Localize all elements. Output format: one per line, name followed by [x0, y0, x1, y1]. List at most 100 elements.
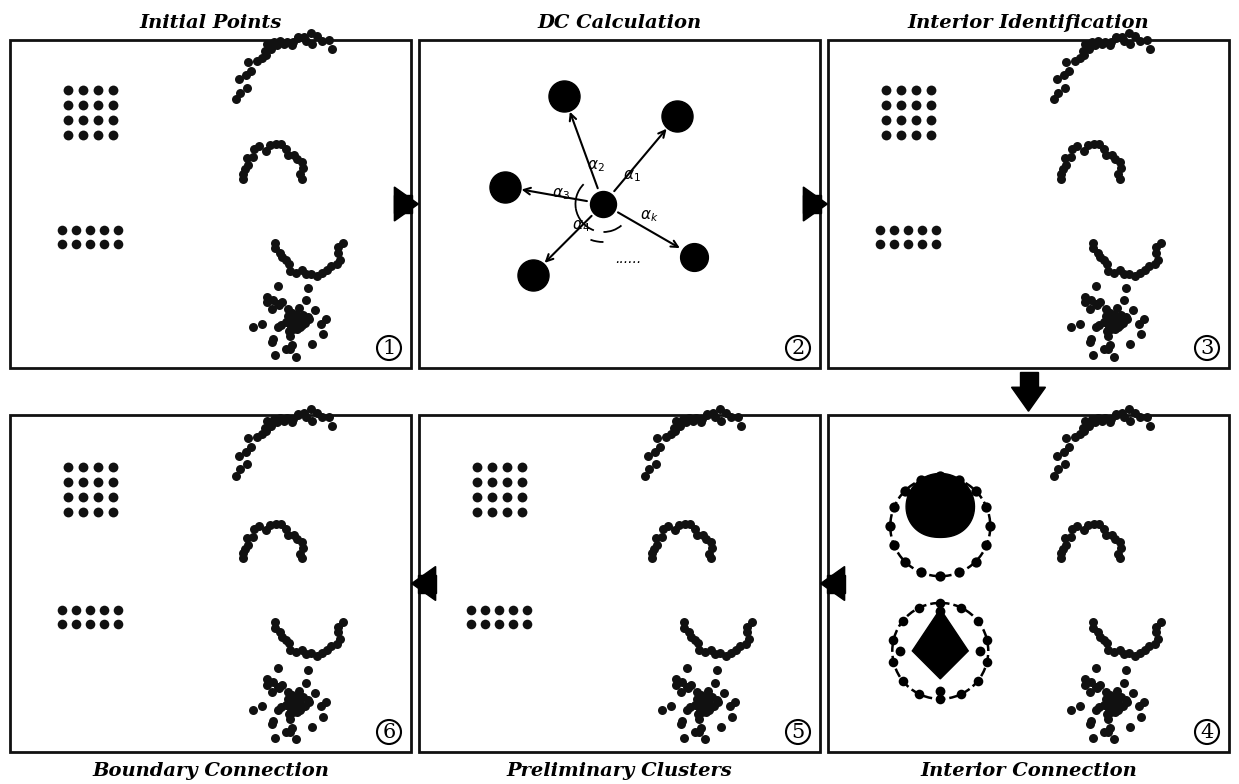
Point	[280, 264, 300, 277]
Point	[1100, 412, 1120, 425]
Point	[1097, 315, 1116, 328]
Point	[679, 681, 699, 694]
Point	[237, 532, 256, 544]
Point	[679, 626, 699, 638]
Point	[701, 552, 721, 564]
Point	[238, 56, 258, 68]
Point	[691, 412, 711, 425]
Point	[289, 31, 309, 43]
Point	[1098, 325, 1118, 338]
Point	[292, 542, 312, 554]
Point	[700, 547, 720, 560]
Point	[1098, 264, 1118, 277]
Point	[235, 163, 255, 176]
Point	[302, 720, 322, 733]
Point	[705, 648, 725, 660]
Point	[1108, 311, 1127, 324]
Point	[1094, 726, 1114, 739]
Point	[1116, 694, 1136, 706]
Point	[1054, 69, 1074, 82]
Point	[264, 36, 284, 49]
Point	[1093, 414, 1113, 426]
Text: 6: 6	[383, 723, 395, 742]
Point	[1104, 350, 1124, 363]
Point	[1099, 705, 1119, 717]
Point	[265, 349, 285, 361]
Point	[711, 415, 731, 427]
Point	[291, 547, 311, 560]
Point	[1116, 695, 1136, 708]
Point	[253, 318, 273, 330]
Point	[1104, 733, 1124, 746]
Point	[1151, 616, 1171, 629]
Point	[674, 622, 694, 634]
Point	[274, 414, 294, 426]
Point	[1099, 322, 1119, 335]
Point	[885, 501, 904, 514]
Point	[67, 238, 87, 250]
Point	[268, 704, 287, 717]
Point	[1048, 86, 1068, 99]
Point	[696, 705, 716, 717]
Point	[1101, 706, 1121, 718]
Point	[1059, 64, 1079, 77]
Point	[1099, 696, 1119, 709]
Point	[653, 523, 673, 535]
Point	[103, 460, 123, 473]
Point	[710, 403, 730, 416]
Point	[1053, 543, 1073, 555]
Point	[260, 419, 280, 432]
Point	[691, 721, 711, 734]
Point	[1098, 644, 1118, 657]
Point	[672, 676, 691, 688]
Point	[299, 664, 318, 677]
Point	[271, 318, 291, 331]
Point	[1070, 318, 1090, 330]
Point	[909, 688, 929, 700]
Point	[921, 129, 940, 141]
Point	[279, 257, 299, 270]
Point	[665, 679, 685, 691]
Point	[930, 470, 950, 482]
Point	[930, 570, 950, 583]
Point	[81, 604, 100, 616]
Point	[290, 694, 310, 706]
Point	[1149, 253, 1168, 266]
Point	[927, 238, 947, 250]
Point	[289, 408, 309, 420]
Point	[233, 172, 253, 185]
Point	[1111, 691, 1131, 703]
Text: $\alpha_1$: $\alpha_1$	[622, 168, 641, 184]
Point	[280, 330, 300, 343]
Point	[721, 647, 741, 659]
Point	[930, 604, 950, 617]
Point	[911, 474, 930, 486]
Point	[280, 725, 300, 738]
Point	[305, 303, 325, 316]
Bar	[10, 415, 411, 752]
Point	[476, 618, 496, 630]
Point	[1131, 328, 1151, 341]
Point	[1108, 685, 1127, 698]
Point	[968, 615, 987, 627]
Point	[287, 322, 307, 335]
Point	[1101, 322, 1121, 335]
Point	[73, 506, 93, 518]
Point	[673, 412, 693, 425]
Point	[705, 411, 725, 423]
Point	[467, 460, 487, 473]
Point	[333, 616, 353, 629]
Point	[1099, 313, 1119, 325]
Point	[1109, 547, 1129, 560]
Point	[688, 693, 707, 706]
Point	[698, 408, 717, 420]
Point	[289, 697, 309, 710]
Point	[976, 501, 996, 514]
Point	[721, 411, 741, 423]
Point	[88, 83, 108, 96]
Point	[1075, 290, 1095, 303]
Point	[1066, 54, 1085, 67]
Point	[271, 138, 291, 151]
Point	[696, 532, 716, 545]
Polygon shape	[1011, 387, 1046, 412]
